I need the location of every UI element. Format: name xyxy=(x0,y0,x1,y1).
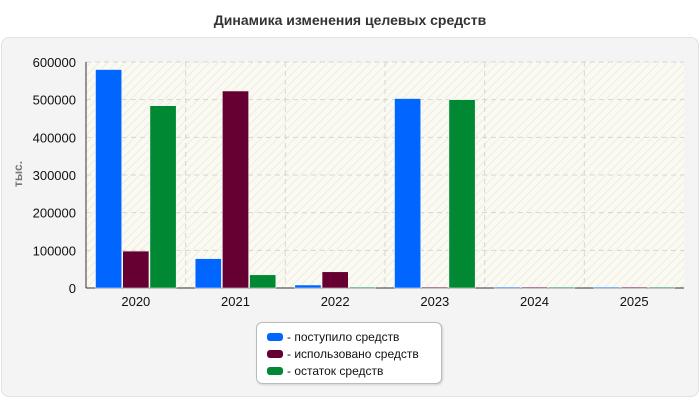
x-tick-label: 2024 xyxy=(520,294,549,309)
x-tick-label: 2021 xyxy=(221,294,250,309)
x-tick-label: 2023 xyxy=(420,294,449,309)
bar-2022-series-1 xyxy=(321,271,349,289)
x-tick-label: 2025 xyxy=(620,294,649,309)
legend-label-balance: - остаток средств xyxy=(287,364,384,378)
legend-label-used: - использовано средств xyxy=(287,347,419,361)
legend-item-used: - использовано средств xyxy=(267,346,419,362)
legend-item-received: - поступило средств xyxy=(267,329,399,345)
bar-2024-series-0 xyxy=(493,286,521,289)
legend: - поступило средств - использовано средс… xyxy=(256,322,442,384)
chart-title: Динамика изменения целевых средств xyxy=(213,12,487,28)
x-tick-label: 2020 xyxy=(121,294,150,309)
bar-2022-series-0 xyxy=(294,284,322,289)
bar-2020-series-0 xyxy=(95,69,122,289)
bar-2020-series-1 xyxy=(122,250,150,289)
bar-2021-series-1 xyxy=(222,90,249,289)
grid-layer xyxy=(86,61,684,288)
legend-item-balance: - остаток средств xyxy=(267,363,383,379)
bar-2021-series-0 xyxy=(194,258,222,289)
bar-layer xyxy=(95,69,675,289)
y-tick-label: 300000 xyxy=(33,168,76,183)
legend-label-received: - поступило средств xyxy=(287,330,400,344)
axis-layer xyxy=(85,62,684,289)
bar-2023-series-0 xyxy=(394,98,421,289)
bar-2025-series-0 xyxy=(593,286,621,289)
y-tick-label: 100000 xyxy=(33,243,76,258)
bar-2020-series-2 xyxy=(149,105,177,289)
bar-2025-series-2 xyxy=(648,286,675,289)
bar-2022-series-2 xyxy=(349,286,376,289)
bar-2023-series-1 xyxy=(421,286,449,289)
bar-2021-series-2 xyxy=(249,274,277,289)
bar-2024-series-2 xyxy=(548,286,576,289)
y-tick-label: 400000 xyxy=(33,130,76,145)
legend-swatch-used xyxy=(267,350,283,358)
bar-2024-series-1 xyxy=(521,286,548,289)
y-tick-label: 500000 xyxy=(33,93,76,108)
y-tick-label: 200000 xyxy=(33,206,76,221)
label-layer: 0 100000 200000 300000 400000 500000 600000 202… xyxy=(33,55,649,309)
legend-swatch-received xyxy=(267,333,283,341)
y-axis-label: тыс. xyxy=(11,161,25,187)
y-tick-label: 0 xyxy=(69,281,76,296)
y-tick-label: 600000 xyxy=(33,55,76,70)
legend-swatch-balance xyxy=(267,367,283,375)
bar-2023-series-2 xyxy=(448,99,476,289)
x-tick-label: 2022 xyxy=(321,294,350,309)
bar-2025-series-1 xyxy=(620,286,648,289)
